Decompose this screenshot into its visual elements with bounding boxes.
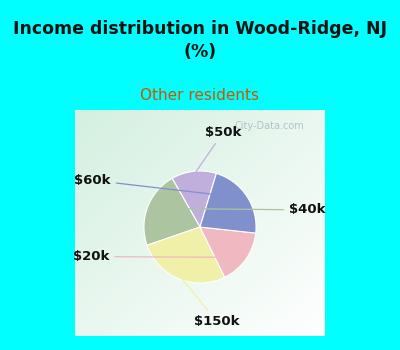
Text: City-Data.com: City-Data.com	[235, 121, 305, 131]
Wedge shape	[200, 173, 256, 233]
Wedge shape	[172, 171, 216, 227]
Text: Income distribution in Wood-Ridge, NJ
(%): Income distribution in Wood-Ridge, NJ (%…	[13, 20, 387, 61]
Text: $50k: $50k	[196, 126, 242, 172]
Text: $60k: $60k	[74, 174, 242, 197]
Wedge shape	[200, 227, 256, 277]
Wedge shape	[144, 178, 200, 245]
Text: $20k: $20k	[73, 250, 240, 263]
Wedge shape	[147, 227, 225, 283]
Text: $40k: $40k	[153, 203, 326, 216]
Text: $150k: $150k	[182, 278, 240, 329]
Text: Other residents: Other residents	[140, 89, 260, 103]
